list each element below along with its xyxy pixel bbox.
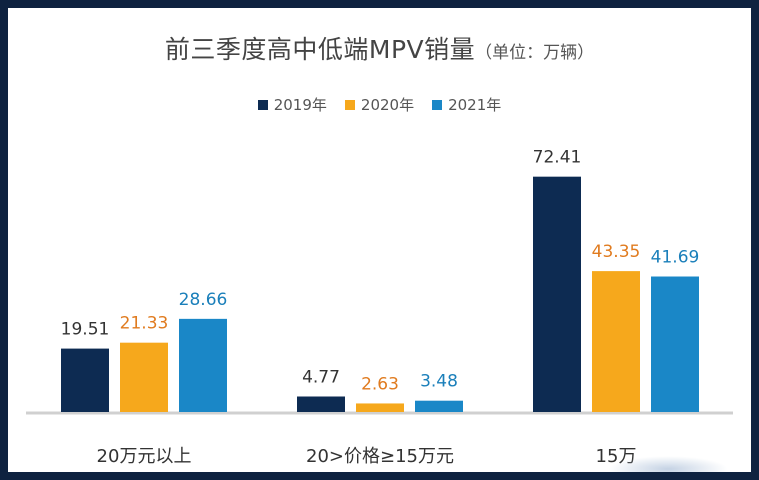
legend-item-2021: 2021年 bbox=[432, 94, 501, 115]
data-label-2020年-1: 2.63 bbox=[361, 374, 399, 394]
legend-label-2020: 2020年 bbox=[360, 96, 415, 114]
data-label-2020年-2: 43.35 bbox=[592, 242, 641, 262]
legend-swatch-2019 bbox=[257, 99, 268, 110]
bar-2019年-1 bbox=[297, 396, 345, 412]
data-label-2020年-0: 21.33 bbox=[120, 314, 169, 334]
data-label-2019年-2: 72.41 bbox=[533, 148, 582, 168]
data-label-2021年-0: 28.66 bbox=[179, 290, 228, 310]
bar-2020年-0 bbox=[120, 342, 168, 412]
chart-frame: 前三季度高中低端MPV销量（单位：万辆） 2019年 2020年 2021年 1… bbox=[8, 8, 751, 472]
data-label-2021年-1: 3.48 bbox=[420, 372, 458, 392]
bar-chart-plot: 19.51 21.33 28.66 4.77 2.63 3.48 72.41 43.35 41.… bbox=[26, 148, 733, 467]
bar-2019年-0 bbox=[61, 348, 109, 412]
category-label-1: 20>价格≥15万元 bbox=[306, 446, 454, 467]
legend-item-2019: 2019年 bbox=[257, 94, 327, 115]
bar-2019年-2 bbox=[533, 176, 581, 412]
bar-2021年-0 bbox=[179, 318, 227, 412]
legend-swatch-2021 bbox=[432, 99, 443, 110]
legend-label-2021: 2021年 bbox=[448, 96, 502, 114]
bar-2021年-1 bbox=[415, 400, 463, 412]
bar-2020年-2 bbox=[592, 271, 640, 412]
category-label-0: 20万元以上 bbox=[97, 446, 192, 467]
legend: 2019年 2020年 2021年 bbox=[8, 94, 751, 115]
data-label-2019年-1: 4.77 bbox=[302, 367, 340, 387]
data-label-2019年-0: 19.51 bbox=[61, 320, 110, 340]
bar-2021年-2 bbox=[651, 276, 699, 412]
data-label-2021年-2: 41.69 bbox=[651, 248, 700, 268]
bar-2020年-1 bbox=[356, 403, 404, 412]
chart-title: 前三季度高中低端MPV销量（单位：万辆） bbox=[8, 30, 751, 66]
chart-title-unit: （单位：万辆） bbox=[475, 43, 595, 63]
legend-item-2020: 2020年 bbox=[344, 94, 415, 115]
legend-label-2019: 2019年 bbox=[273, 96, 327, 114]
legend-swatch-2020 bbox=[344, 99, 355, 110]
chart-title-main: 前三季度高中低端MPV销量 bbox=[164, 35, 476, 64]
screen-glare bbox=[608, 456, 728, 472]
